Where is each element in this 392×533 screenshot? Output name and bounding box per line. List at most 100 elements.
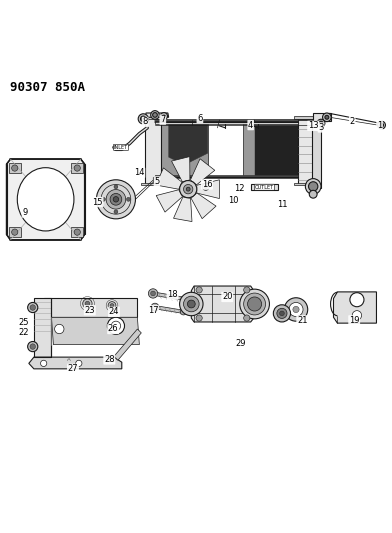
Circle shape (279, 311, 284, 316)
Text: 27: 27 (68, 365, 78, 373)
Circle shape (202, 183, 209, 190)
Circle shape (379, 123, 383, 127)
Polygon shape (51, 317, 140, 345)
Polygon shape (294, 116, 317, 119)
Polygon shape (191, 193, 216, 219)
Circle shape (325, 115, 329, 119)
Text: 7: 7 (160, 115, 165, 124)
Polygon shape (156, 190, 182, 212)
Circle shape (188, 296, 196, 304)
Polygon shape (29, 357, 122, 369)
Polygon shape (34, 298, 51, 357)
Circle shape (113, 197, 119, 202)
Polygon shape (145, 117, 161, 184)
Circle shape (152, 112, 157, 117)
Circle shape (186, 187, 190, 191)
Circle shape (148, 289, 158, 298)
Polygon shape (156, 168, 182, 189)
Circle shape (309, 182, 318, 191)
Circle shape (107, 317, 125, 335)
Circle shape (204, 185, 207, 188)
Text: 17: 17 (148, 306, 158, 315)
Polygon shape (172, 157, 190, 182)
Circle shape (28, 342, 38, 352)
Polygon shape (152, 292, 192, 302)
Text: 18: 18 (167, 290, 178, 299)
Text: A: A (67, 357, 71, 362)
Polygon shape (141, 116, 165, 119)
Polygon shape (334, 292, 376, 323)
Circle shape (190, 298, 194, 302)
Circle shape (196, 287, 202, 293)
Circle shape (96, 180, 136, 219)
Polygon shape (145, 113, 169, 117)
Text: 1: 1 (377, 120, 382, 130)
Polygon shape (9, 228, 21, 237)
Circle shape (180, 181, 197, 198)
Circle shape (74, 165, 80, 171)
Polygon shape (155, 121, 298, 124)
Circle shape (352, 311, 361, 320)
Circle shape (187, 300, 195, 308)
Circle shape (12, 229, 18, 235)
Circle shape (127, 197, 131, 201)
Text: 12: 12 (234, 184, 244, 193)
Text: 2: 2 (350, 117, 355, 126)
Polygon shape (243, 122, 298, 176)
Circle shape (284, 298, 308, 321)
Text: 5: 5 (154, 177, 160, 186)
Text: 22: 22 (18, 328, 29, 337)
Text: 3: 3 (318, 123, 324, 132)
Circle shape (54, 324, 64, 334)
Circle shape (151, 291, 155, 296)
Text: 21: 21 (297, 316, 307, 325)
Circle shape (85, 301, 90, 306)
Circle shape (106, 190, 126, 209)
Polygon shape (7, 159, 85, 240)
Circle shape (277, 308, 287, 318)
Text: 14: 14 (134, 168, 145, 177)
Text: 26: 26 (108, 325, 118, 334)
Circle shape (138, 114, 148, 124)
Polygon shape (154, 305, 183, 313)
Polygon shape (251, 184, 278, 190)
Text: 16: 16 (201, 180, 212, 189)
Circle shape (110, 304, 114, 308)
Circle shape (317, 119, 325, 127)
Text: 8: 8 (143, 117, 148, 126)
Polygon shape (114, 329, 141, 360)
Circle shape (151, 111, 159, 119)
Text: 15: 15 (93, 198, 103, 207)
Circle shape (240, 289, 269, 319)
Circle shape (12, 165, 18, 171)
Text: 28: 28 (104, 355, 114, 364)
Circle shape (76, 360, 82, 367)
Polygon shape (312, 121, 321, 188)
Polygon shape (155, 175, 298, 178)
Circle shape (141, 116, 146, 122)
Circle shape (180, 292, 203, 316)
Text: 10: 10 (228, 196, 238, 205)
Ellipse shape (17, 168, 74, 231)
Circle shape (102, 197, 105, 201)
Circle shape (183, 296, 199, 312)
Circle shape (293, 306, 299, 312)
Circle shape (114, 185, 118, 189)
Polygon shape (197, 180, 220, 198)
Text: OUTLET: OUTLET (255, 185, 274, 190)
Circle shape (244, 293, 265, 315)
Polygon shape (153, 176, 169, 182)
Polygon shape (191, 159, 215, 185)
Polygon shape (191, 286, 254, 322)
Circle shape (160, 112, 167, 119)
Polygon shape (174, 197, 192, 222)
Text: 6: 6 (197, 114, 203, 123)
Circle shape (248, 297, 261, 311)
Circle shape (151, 303, 159, 311)
Circle shape (244, 287, 250, 293)
Text: 11: 11 (277, 200, 287, 209)
Circle shape (305, 179, 321, 194)
Circle shape (108, 302, 116, 310)
Text: 9: 9 (22, 208, 27, 217)
Circle shape (350, 293, 364, 306)
